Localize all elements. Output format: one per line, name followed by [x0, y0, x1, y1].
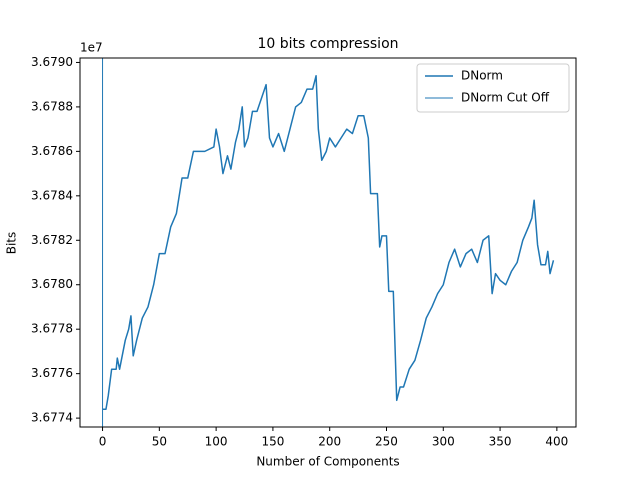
y-tick-label: 3.6780 [31, 277, 73, 291]
x-tick-label: 300 [432, 435, 455, 449]
x-tick-label: 150 [261, 435, 284, 449]
y-tick-label: 3.6790 [31, 55, 73, 69]
x-tick-label: 100 [205, 435, 228, 449]
y-offset-label: 1e7 [80, 41, 103, 55]
legend-label: DNorm [461, 69, 503, 83]
y-tick-label: 3.6782 [31, 233, 73, 247]
y-tick-label: 3.6774 [31, 411, 73, 425]
y-tick-label: 3.6788 [31, 99, 73, 113]
plot-frame [79, 57, 577, 428]
x-tick-label: 350 [489, 435, 512, 449]
y-tick-label: 3.6778 [31, 322, 73, 336]
x-tick-label: 250 [375, 435, 398, 449]
y-tick-label: 3.6786 [31, 144, 73, 158]
legend-box [416, 63, 570, 113]
x-tick-label: 50 [152, 435, 167, 449]
x-tick-label: 200 [318, 435, 341, 449]
data-line [102, 75, 555, 410]
y-tick-label: 3.6776 [31, 366, 73, 380]
x-axis-label: Number of Components [256, 455, 399, 469]
y-axis-label: Bits [5, 232, 19, 255]
legend-label: DNorm Cut Off [461, 91, 550, 105]
x-tick-label: 0 [99, 435, 107, 449]
y-tick-label: 3.6784 [31, 188, 73, 202]
x-tick-label: 400 [545, 435, 568, 449]
chart-title: 10 bits compression [257, 36, 398, 52]
